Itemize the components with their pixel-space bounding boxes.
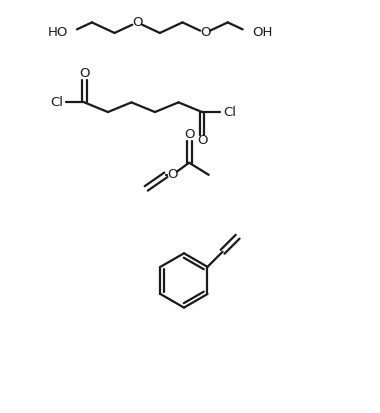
Text: Cl: Cl [50, 96, 63, 109]
Text: O: O [79, 67, 90, 80]
Text: O: O [200, 26, 211, 40]
Text: OH: OH [252, 26, 272, 40]
Text: O: O [197, 134, 207, 147]
Text: O: O [132, 16, 142, 29]
Text: O: O [167, 169, 178, 181]
Text: O: O [184, 128, 194, 142]
Text: HO: HO [48, 26, 68, 40]
Text: Cl: Cl [223, 106, 236, 119]
